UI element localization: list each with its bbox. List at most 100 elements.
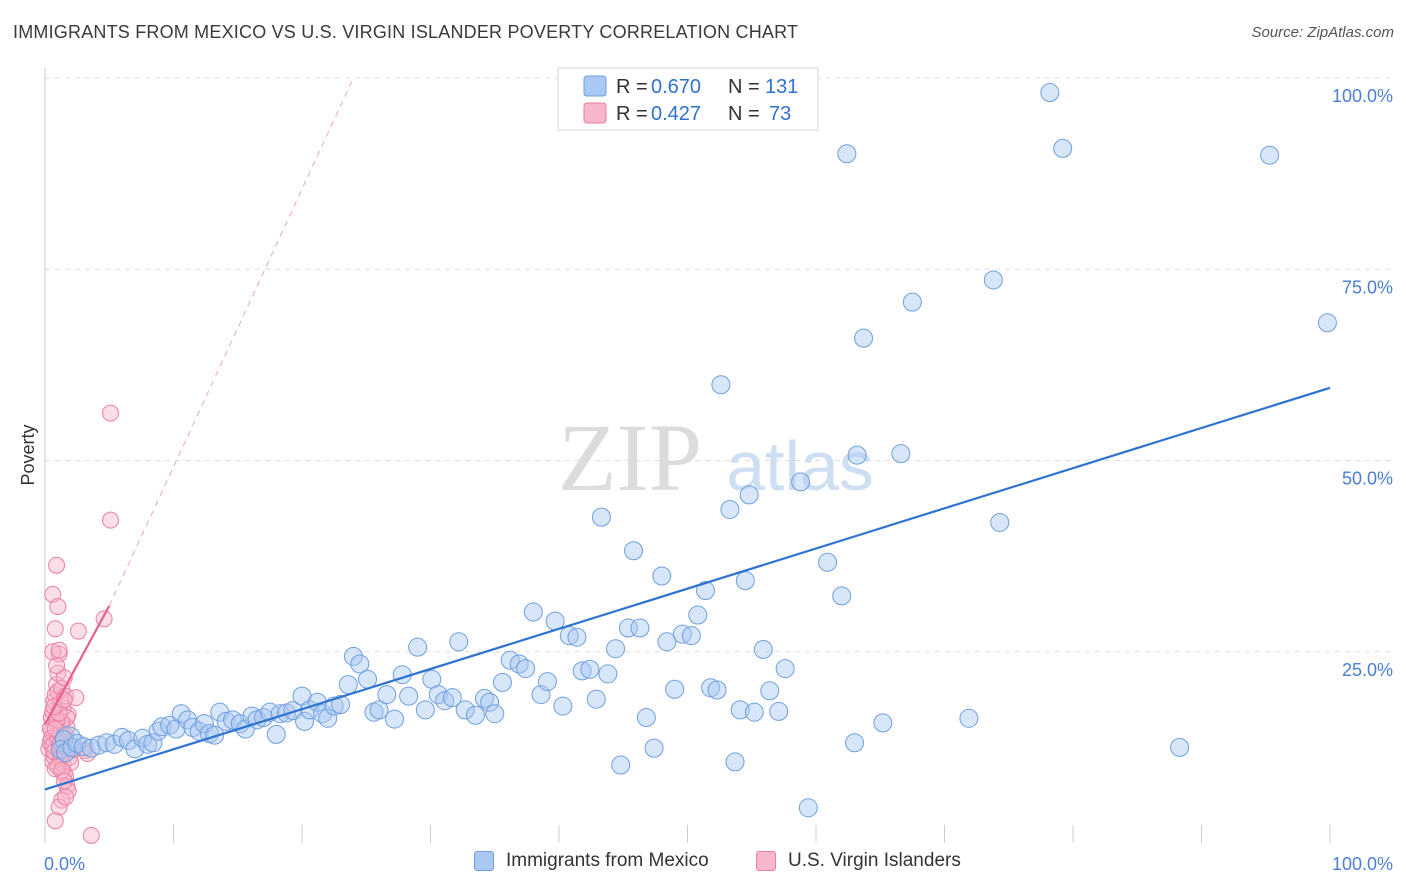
chart-title: IMMIGRANTS FROM MEXICO VS U.S. VIRGIN IS… — [13, 22, 799, 42]
point-mexico — [580, 659, 600, 679]
point-mexico — [681, 626, 701, 646]
point-mexico — [350, 654, 370, 674]
y-tick-labels: 25.0% 50.0% 75.0% 100.0% — [1332, 86, 1393, 680]
correlation-legend: R = 0.670 N = 131 R = 0.427 N = 73 — [557, 67, 819, 131]
point-mexico — [442, 688, 462, 708]
point-virgin-islanders — [50, 798, 68, 816]
point-mexico — [644, 738, 664, 758]
point-mexico — [873, 713, 893, 733]
point-mexico — [408, 637, 428, 657]
point-mexico — [295, 711, 315, 731]
point-mexico — [798, 798, 818, 818]
point-mexico — [845, 733, 865, 753]
trend-lines — [44, 77, 1331, 791]
point-mexico — [1260, 145, 1280, 165]
point-mexico — [567, 627, 587, 647]
point-mexico — [959, 708, 979, 728]
point-mexico — [598, 664, 618, 684]
point-mexico — [166, 719, 186, 739]
bottom-legend-item-virgin-islanders: U.S. Virgin Islanders — [756, 850, 961, 872]
point-virgin-islanders — [46, 812, 64, 830]
point-mexico — [369, 700, 389, 720]
point-mexico — [854, 328, 874, 348]
point-virgin-islanders — [69, 622, 87, 640]
point-mexico — [707, 680, 727, 700]
point-mexico — [983, 270, 1003, 290]
point-mexico — [474, 688, 494, 708]
point-mexico — [744, 702, 764, 722]
watermark-zip: ZIP — [558, 404, 702, 511]
point-mexico — [81, 738, 101, 758]
point-mexico — [1053, 138, 1073, 158]
point-mexico — [104, 734, 124, 754]
y-tick-label-2: 75.0% — [1342, 277, 1393, 297]
source-attribution: Source: ZipAtlas.com — [1251, 24, 1394, 41]
y-tick-label-3: 100.0% — [1332, 86, 1393, 106]
point-mexico — [97, 733, 117, 753]
point-mexico — [586, 689, 606, 709]
point-mexico — [216, 711, 236, 731]
point-mexico — [611, 755, 631, 775]
point-mexico — [385, 709, 405, 729]
legend-r-label-2: R = — [616, 103, 648, 125]
bottom-legend-label-mexico: Immigrants from Mexico — [506, 850, 709, 871]
x-tick-label-left: 0.0% — [44, 854, 85, 874]
point-virgin-islanders — [82, 826, 100, 844]
point-mexico — [760, 681, 780, 701]
point-mexico — [537, 672, 557, 692]
point-virgin-islanders — [57, 788, 75, 806]
point-virgin-islanders — [102, 511, 120, 529]
point-mexico — [343, 646, 363, 666]
bottom-legend-label-virgin-islanders: U.S. Virgin Islanders — [788, 850, 961, 871]
point-mexico — [695, 581, 715, 601]
legend-swatch-mexico — [583, 75, 607, 97]
point-mexico — [657, 632, 677, 652]
point-mexico — [143, 733, 163, 753]
trend-line-virgin-islanders — [44, 605, 111, 725]
point-virgin-islanders — [49, 598, 67, 616]
point-mexico — [364, 702, 384, 722]
point-mexico — [725, 752, 745, 772]
legend-r-label-1: R = — [616, 76, 648, 98]
point-mexico — [753, 639, 773, 659]
point-mexico — [572, 661, 592, 681]
bottom-legend: Immigrants from Mexico U.S. Virgin Islan… — [0, 850, 1406, 880]
point-mexico — [606, 639, 626, 659]
point-mexico — [485, 704, 505, 724]
point-mexico — [636, 708, 656, 728]
point-mexico — [720, 499, 740, 519]
trend-line-virgin-islanders-extension — [108, 77, 354, 607]
point-mexico — [492, 672, 512, 692]
legend-n-value-2: 73 — [769, 103, 791, 125]
point-virgin-islanders — [48, 556, 66, 574]
point-virgin-islanders — [53, 761, 71, 779]
point-mexico — [832, 586, 852, 606]
point-mexico — [125, 739, 145, 759]
point-mexico — [769, 701, 789, 721]
point-mexico — [415, 700, 435, 720]
point-mexico — [553, 696, 573, 716]
series-mexico — [50, 83, 1337, 818]
point-virgin-islanders — [50, 641, 68, 659]
x-tick-label-right: 100.0% — [1332, 854, 1393, 874]
point-virgin-islanders — [44, 643, 62, 661]
point-mexico — [56, 743, 76, 763]
point-mexico — [630, 618, 650, 638]
point-mexico — [652, 566, 672, 586]
point-mexico — [791, 472, 811, 492]
y-tick-label-1: 50.0% — [1342, 469, 1393, 489]
point-mexico — [1317, 313, 1337, 333]
point-mexico — [847, 445, 867, 465]
bottom-legend-swatch-mexico — [474, 851, 494, 871]
point-mexico — [730, 700, 750, 720]
legend-n-label-2: N = — [728, 103, 760, 125]
point-mexico — [455, 700, 475, 720]
point-mexico — [465, 705, 485, 725]
watermark-atlas: atlas — [726, 427, 874, 505]
point-mexico — [688, 605, 708, 625]
point-virgin-islanders — [46, 620, 64, 638]
point-mexico — [480, 692, 500, 712]
point-mexico — [618, 618, 638, 638]
x-tick-labels: 0.0% 100.0% — [44, 854, 1393, 874]
